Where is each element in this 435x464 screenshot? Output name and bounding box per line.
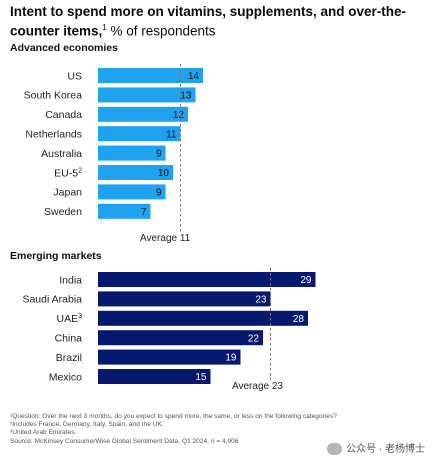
bar [98,184,166,200]
chart-title: Intent to spend more on vitamins, supple… [10,4,430,40]
bar [98,272,316,287]
bar [98,349,241,365]
bar-value-label: 13 [180,91,192,102]
category-label: China [55,333,83,345]
bar [98,330,263,346]
average-label: Average 23 [232,381,283,392]
bar [98,106,188,122]
bar-value-label: 23 [255,295,267,306]
bar-value-label: 29 [300,275,312,286]
bar [98,87,196,103]
footnotes: ¹Question: Over the next 3 months, do yo… [10,413,430,446]
category-label: EU-52 [54,167,82,179]
section-title-advanced: Advanced economies [10,42,118,54]
bar [98,68,203,83]
section-title-emerging: Emerging markets [10,250,102,262]
category-label: Brazil [56,352,82,364]
category-label: Canada [45,109,82,121]
wechat-icon [327,443,343,456]
bar-value-label: 22 [248,333,260,344]
bar [98,291,271,307]
category-label: Japan [53,187,82,199]
bar-value-label: 11 [166,129,177,140]
bar [98,165,173,180]
category-label: Australia [41,148,82,160]
bar-value-label: 14 [188,71,200,82]
emerging-markets-chart: India 29 Saudi Arabia 23 UAE3 28 China 22 Brazil… [22,268,316,392]
bar [98,203,151,219]
bar-value-label: 10 [158,168,170,179]
bar [98,145,166,161]
watermark: 公众号 · 老杨博士 [327,440,425,456]
title-main: Intent to spend more on vitamins, supple… [10,4,407,39]
category-label: South Korea [24,90,83,102]
bar-charts: US 14 South Korea 13 Canada 12 Netherlands 11 Au… [22,64,316,392]
category-label: Saudi Arabia [22,294,82,306]
bar [98,126,181,142]
footnote-2: ²Includes France, Germany, Italy, Spain,… [10,421,164,429]
bar-value-label: 15 [195,372,207,383]
title-footnote-marker: 1 [102,23,107,32]
category-label: Sweden [44,206,82,218]
footnote-source: Source: McKinsey ConsumerWise Global Sen… [10,437,239,445]
category-label: India [59,274,82,286]
category-label: UAE3 [57,313,83,325]
bar-value-label: 9 [156,149,162,160]
watermark-text: 公众号 · 老杨博士 [346,444,425,455]
title-unit: % of respondents [106,23,216,39]
average-label: Average 11 [140,233,191,244]
footnote-3: ³United Arab Emirates. [10,429,77,437]
category-label: Mexico [49,371,82,383]
bar-value-label: 12 [173,110,185,121]
advanced-economies-chart: US 14 South Korea 13 Canada 12 Netherlands 11 Au… [24,64,203,244]
bar-value-label: 7 [141,207,147,218]
category-label: Netherlands [25,129,82,141]
bar-value-label: 28 [293,314,305,325]
footnote-1: ¹Question: Over the next 3 months, do yo… [10,413,337,420]
category-label: US [67,70,82,82]
bar-value-label: 19 [225,353,237,364]
bar [98,310,308,326]
bar-value-label: 9 [156,188,162,199]
bar [98,369,211,384]
